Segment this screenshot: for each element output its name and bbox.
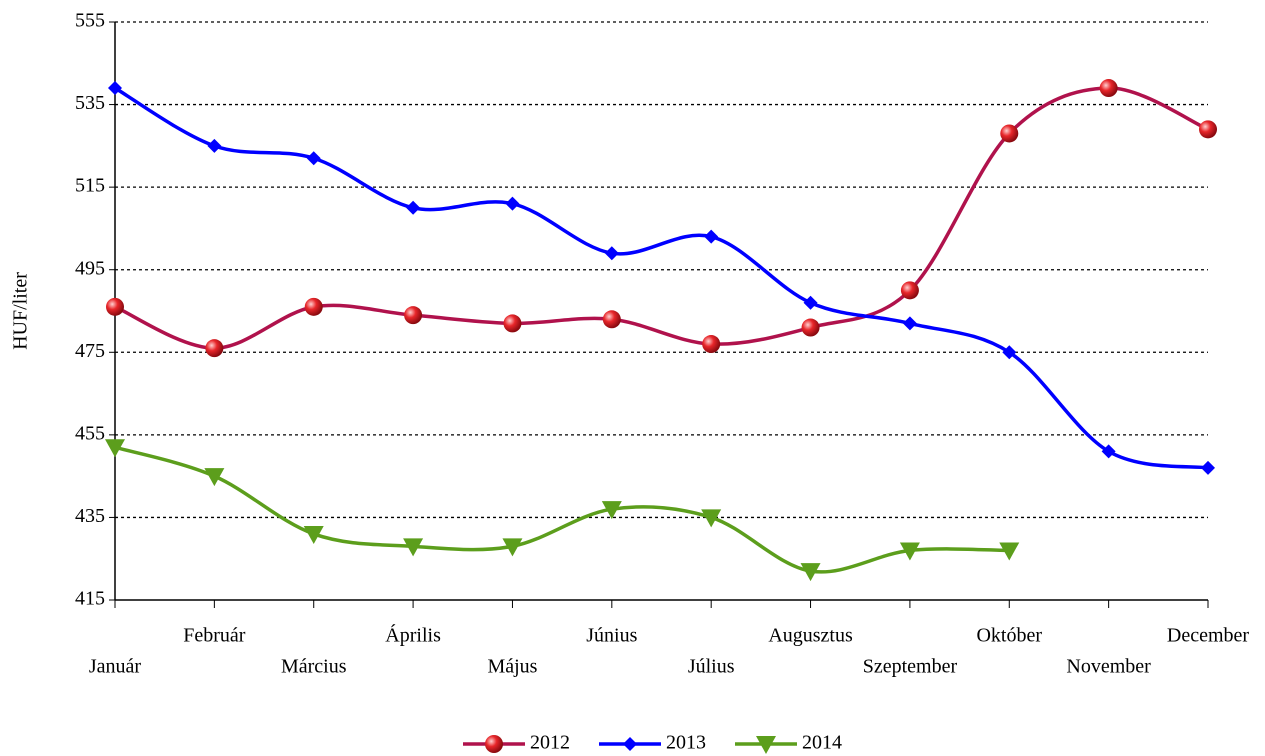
marker <box>503 314 522 333</box>
y-tick-label: 435 <box>75 505 105 527</box>
x-tick-label: Szeptember <box>863 656 958 678</box>
x-tick-label: November <box>1066 656 1151 678</box>
x-tick-label: Június <box>586 625 637 647</box>
x-tick-label: December <box>1167 625 1250 647</box>
y-tick-label: 515 <box>75 175 105 197</box>
x-tick-label: Október <box>976 625 1042 647</box>
marker <box>1101 444 1116 459</box>
legend-item: 2014 <box>735 732 842 754</box>
marker <box>303 525 324 544</box>
legend-marker <box>485 735 503 753</box>
series-line <box>114 86 1209 470</box>
marker <box>803 295 818 310</box>
y-tick-label: 535 <box>75 92 105 114</box>
x-tick-label: Március <box>281 656 347 678</box>
x-tick-label: Május <box>487 656 537 678</box>
marker <box>704 229 719 244</box>
marker <box>899 542 920 561</box>
x-tick-label: Január <box>89 656 142 678</box>
marker <box>999 542 1020 561</box>
y-tick-label: 555 <box>75 10 105 32</box>
marker <box>601 501 622 520</box>
marker <box>306 151 321 166</box>
series-line <box>114 445 1010 574</box>
marker <box>902 316 917 331</box>
marker <box>205 339 224 358</box>
legend-label: 2014 <box>802 732 842 754</box>
marker <box>105 439 125 458</box>
marker <box>204 468 225 487</box>
marker <box>801 318 820 337</box>
marker <box>800 563 821 582</box>
marker <box>900 281 919 300</box>
marker <box>207 138 222 153</box>
x-tick-label: Július <box>688 656 735 678</box>
series-line <box>114 86 1209 350</box>
marker <box>701 509 722 528</box>
marker <box>1000 124 1019 143</box>
marker <box>702 335 721 354</box>
marker <box>406 200 421 215</box>
legend-item: 2013 <box>599 732 706 754</box>
marker <box>403 538 424 557</box>
legend-marker <box>756 736 776 754</box>
y-tick-label: 455 <box>75 422 105 444</box>
x-tick-label: Április <box>385 624 441 647</box>
marker <box>1099 79 1118 98</box>
marker <box>1002 345 1017 360</box>
marker <box>602 310 621 329</box>
y-tick-label: 475 <box>75 340 105 362</box>
y-tick-label: 495 <box>75 257 105 279</box>
marker <box>404 306 423 325</box>
marker <box>502 538 523 557</box>
marker <box>505 196 520 211</box>
marker <box>106 297 124 316</box>
legend-marker <box>623 737 637 751</box>
x-tick-label: Augusztus <box>768 625 853 647</box>
marker <box>304 297 323 316</box>
x-tick-label: Február <box>183 625 246 647</box>
legend-label: 2012 <box>530 732 570 754</box>
legend-label: 2013 <box>666 732 706 754</box>
marker <box>1201 460 1215 475</box>
marker <box>1199 120 1217 139</box>
marker <box>604 246 619 261</box>
marker <box>108 81 122 96</box>
y-tick-label: 415 <box>75 588 105 610</box>
y-axis-label: HUF/liter <box>10 272 32 350</box>
legend-item: 2012 <box>463 732 570 754</box>
